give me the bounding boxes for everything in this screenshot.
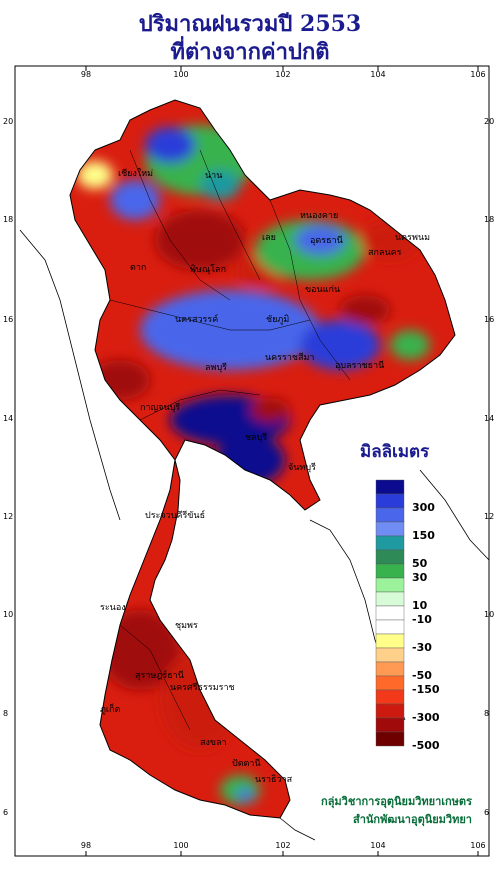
place-label: ขอนแก่น <box>305 285 340 295</box>
legend-swatch <box>375 605 405 621</box>
x-tick-top: 98 <box>81 70 91 79</box>
legend-label: -500 <box>412 739 440 752</box>
place-label: นครศรีธรรมราช <box>170 682 235 693</box>
place-label: ตาก <box>130 263 146 273</box>
legend-title: มิลลิเมตร <box>360 442 430 462</box>
legend-label: -10 <box>412 613 432 626</box>
y-tick-left: 18 <box>3 215 13 224</box>
place-label: จันทบุรี <box>288 462 316 473</box>
y-tick-right: 20 <box>484 117 494 126</box>
place-label: อุดรธานี <box>310 235 343 246</box>
legend-swatch <box>375 493 405 509</box>
x-tick-bottom: 98 <box>81 841 91 850</box>
legend-label: -300 <box>412 711 440 724</box>
place-label: นครสวรรค์ <box>175 313 218 325</box>
map-frame <box>14 65 490 857</box>
legend-swatch <box>375 661 405 677</box>
map-title-line2: ที่ต่างจากค่าปกติ <box>170 39 330 65</box>
y-tick-right: 10 <box>484 610 494 619</box>
thailand-border <box>69 99 456 819</box>
legend-swatch <box>375 689 405 705</box>
place-label: ชลบุรี <box>245 432 267 443</box>
legend-label: -50 <box>412 669 432 682</box>
y-tick-left: 14 <box>3 414 13 423</box>
x-axis-top <box>85 66 479 856</box>
coastline <box>19 229 490 841</box>
y-tick-right: 12 <box>484 512 494 521</box>
place-label: ประจวบคีรีขันธ์ <box>145 509 205 521</box>
place-label: ปัตตานี <box>232 758 261 769</box>
place-label: กาญจนบุรี <box>140 402 180 413</box>
place-label: ชุมพร <box>175 621 198 631</box>
x-tick-top: 100 <box>173 70 188 79</box>
legend-swatch <box>375 731 405 747</box>
x-tick-top: 102 <box>275 70 290 79</box>
y-tick-right: 16 <box>484 315 494 324</box>
place-label: น่าน <box>205 171 222 181</box>
legend-label: 50 <box>412 557 428 570</box>
y-tick-left: 6 <box>3 808 8 817</box>
y-tick-left: 12 <box>3 512 13 521</box>
y-tick-right: 8 <box>484 709 489 718</box>
legend-swatch <box>375 619 405 635</box>
place-label: หนองคาย <box>300 211 338 221</box>
x-tick-top: 104 <box>370 70 385 79</box>
legend-swatch <box>375 633 405 649</box>
credit-line1: กลุ่มวิชาการอุตุนิยมวิทยาเกษตร <box>321 795 472 808</box>
y-tick-right: 18 <box>484 215 494 224</box>
legend-swatch <box>375 521 405 537</box>
place-label: สุราษฎร์ธานี <box>135 669 184 681</box>
place-label: ภูเก็ต <box>100 702 120 715</box>
place-label: สงขลา <box>200 738 227 748</box>
legend-swatch <box>375 507 405 523</box>
place-label: สกลนคร <box>368 248 402 258</box>
y-tick-left: 8 <box>3 709 8 718</box>
place-label: ลพบุรี <box>205 362 227 373</box>
y-tick-right: 14 <box>484 414 494 423</box>
x-tick-bottom: 102 <box>275 841 290 850</box>
legend-swatch <box>375 675 405 691</box>
legend-swatch <box>375 563 405 579</box>
place-label: นครราชสีมา <box>265 352 314 363</box>
y-tick-right: 6 <box>484 808 489 817</box>
legend-swatch <box>375 647 405 663</box>
province-boundaries <box>109 149 351 731</box>
place-label: อุบลราชธานี <box>335 360 384 371</box>
legend-label: -150 <box>412 683 440 696</box>
legend-swatch <box>375 535 405 551</box>
x-tick-bottom: 106 <box>470 841 485 850</box>
legend-swatch <box>375 577 405 593</box>
place-label: ระนอง <box>100 603 126 613</box>
legend-swatch <box>375 717 405 733</box>
map-title-line1: ปริมาณฝนรวมปี 2553 <box>138 11 362 37</box>
legend-swatch <box>375 703 405 719</box>
place-label: นครพนม <box>395 233 430 243</box>
x-tick-bottom: 104 <box>370 841 385 850</box>
legend-label: 300 <box>412 501 435 514</box>
legend-label: 30 <box>412 571 428 584</box>
y-tick-left: 10 <box>3 610 13 619</box>
legend-colorbar <box>375 479 405 747</box>
legend-label: 10 <box>412 599 428 612</box>
credit-line2: สำนักพัฒนาอุตุนิยมวิทยา <box>353 813 472 826</box>
x-tick-bottom: 100 <box>173 841 188 850</box>
legend-label: 150 <box>412 529 435 542</box>
legend-swatch <box>375 591 405 607</box>
y-tick-left: 20 <box>3 117 13 126</box>
place-label: ชัยภูมิ <box>266 314 289 325</box>
place-label: เชียงใหม่ <box>118 168 153 179</box>
place-label: พิษณุโลก <box>190 264 226 275</box>
legend-swatch <box>375 479 405 495</box>
place-label: เลย <box>262 233 276 243</box>
y-tick-left: 16 <box>3 315 13 324</box>
legend-swatch <box>375 549 405 565</box>
place-label: นราธิวาส <box>255 774 293 785</box>
legend-label: -30 <box>412 641 432 654</box>
x-tick-top: 106 <box>470 70 485 79</box>
